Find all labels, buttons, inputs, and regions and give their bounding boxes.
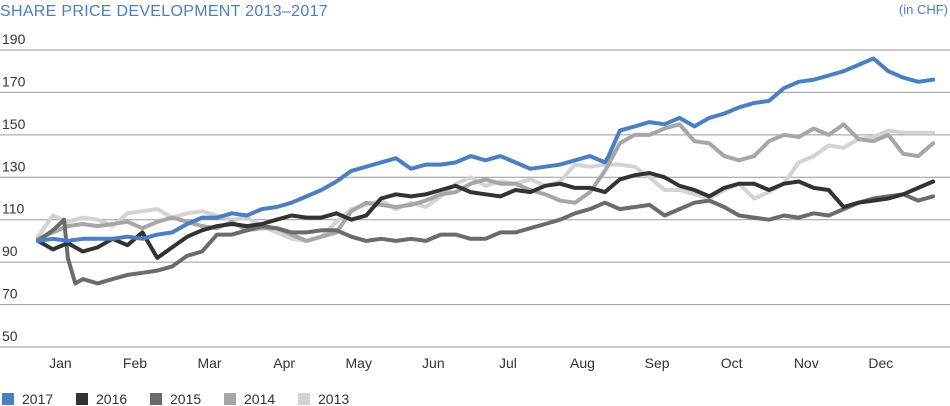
x-tick-label: Mar [197, 355, 221, 371]
x-tick-label: Jan [49, 355, 72, 371]
legend-swatch-2014 [224, 393, 236, 405]
x-tick-label: Oct [721, 355, 743, 371]
x-tick-label: Aug [570, 355, 595, 371]
legend-label-2014: 2014 [244, 391, 275, 406]
legend-swatch-2013 [298, 393, 310, 405]
x-tick-label: Feb [123, 355, 147, 371]
series-line-2017 [36, 56, 936, 243]
legend-label-2016: 2016 [96, 391, 127, 406]
legend-label-2013: 2013 [318, 391, 349, 406]
x-axis-tick-labels: Jan Feb Mar Apr May Jun Jul Aug Sep Oct Nov Dec [49, 355, 893, 371]
x-tick-label: Jul [499, 355, 517, 371]
series-line-2016 [36, 171, 936, 260]
legend: 2017 2016 2015 2014 2013 [2, 391, 349, 406]
y-axis-tick-labels: 50 70 90 110 130 150 170 190 [2, 31, 26, 344]
series-line-2014 [36, 122, 936, 243]
x-tick-label: May [346, 355, 372, 371]
y-tick-label: 110 [2, 201, 25, 217]
legend-swatch-2015 [150, 393, 162, 405]
y-tick-label: 170 [2, 73, 26, 89]
y-tick-label: 130 [2, 158, 26, 174]
y-tick-label: 150 [2, 116, 26, 132]
series-lines [36, 56, 936, 286]
y-tick-label: 50 [2, 328, 18, 344]
x-tick-label: Apr [273, 355, 295, 371]
chart-title: SHARE PRICE DEVELOPMENT 2013–2017 [0, 3, 328, 20]
y-tick-label: 190 [2, 31, 26, 47]
y-tick-label: 90 [2, 243, 18, 259]
series-line-2015 [36, 192, 936, 286]
x-tick-label: Dec [868, 355, 893, 371]
legend-swatch-2017 [2, 393, 14, 405]
x-tick-label: Sep [645, 355, 670, 371]
grid [0, 49, 950, 348]
legend-label-2017: 2017 [22, 391, 53, 406]
y-tick-label: 70 [2, 286, 18, 302]
legend-swatch-2016 [76, 393, 88, 405]
x-tick-label: Jun [422, 355, 445, 371]
unit-label: (in CHF) [899, 2, 948, 17]
legend-label-2015: 2015 [170, 391, 201, 406]
x-tick-label: Nov [794, 355, 819, 371]
series-line-2013 [36, 128, 936, 243]
